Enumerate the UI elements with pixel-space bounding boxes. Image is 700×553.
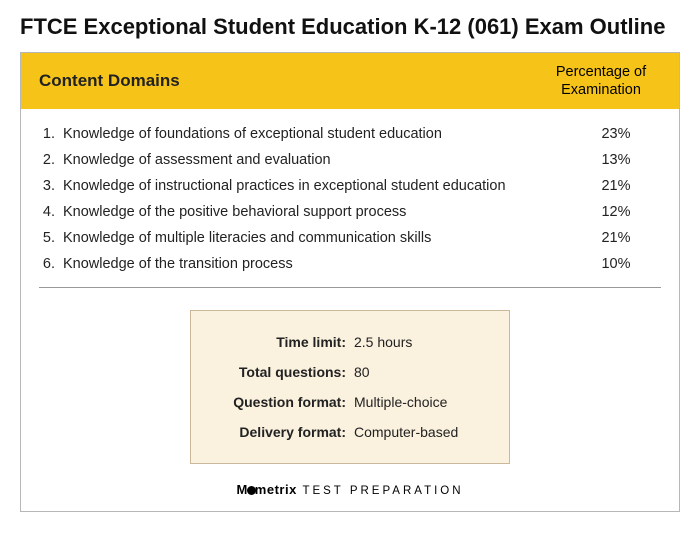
info-val: Multiple-choice [352,394,491,410]
info-row: Delivery format: Computer-based [209,417,491,447]
info-val: 80 [352,364,491,380]
row-label: Knowledge of the positive behavioral sup… [59,204,571,220]
th-domains: Content Domains [39,71,541,91]
table-header: Content Domains Percentage of Examinatio… [21,53,679,109]
info-key: Time limit: [209,334,352,350]
info-row: Total questions: 80 [209,357,491,387]
row-label: Knowledge of assessment and evaluation [59,152,571,168]
table-row: 6. Knowledge of the transition process 1… [39,251,661,277]
info-key: Question format: [209,394,352,410]
info-row: Question format: Multiple-choice [209,387,491,417]
row-pct: 21% [571,178,661,194]
outline-card: Content Domains Percentage of Examinatio… [20,52,680,512]
info-row: Time limit: 2.5 hours [209,327,491,357]
row-label: Knowledge of multiple literacies and com… [59,230,571,246]
th-percentage: Percentage of Examination [541,63,661,99]
row-num: 4. [39,204,59,220]
table-row: 4. Knowledge of the positive behavioral … [39,199,661,225]
row-pct: 21% [571,230,661,246]
row-num: 2. [39,152,59,168]
row-num: 3. [39,178,59,194]
table-row: 2. Knowledge of assessment and evaluatio… [39,147,661,173]
row-pct: 10% [571,256,661,272]
table-row: 1. Knowledge of foundations of exception… [39,121,661,147]
page-title: FTCE Exceptional Student Education K-12 … [20,14,680,40]
th-percentage-l1: Percentage of [556,64,646,80]
info-key: Delivery format: [209,424,352,440]
brand-name-post: metrix [255,482,297,497]
info-val: Computer-based [352,424,491,440]
row-label: Knowledge of the transition process [59,256,571,272]
table-body: 1. Knowledge of foundations of exception… [21,109,679,277]
info-val: 2.5 hours [352,334,491,350]
table-row: 3. Knowledge of instructional practices … [39,173,661,199]
exam-info-box: Time limit: 2.5 hours Total questions: 8… [190,310,510,464]
row-num: 5. [39,230,59,246]
divider [39,287,661,288]
row-label: Knowledge of instructional practices in … [59,178,571,194]
info-key: Total questions: [209,364,352,380]
th-percentage-l2: Examination [561,82,641,98]
row-num: 6. [39,256,59,272]
row-pct: 12% [571,204,661,220]
brand-tag: TEST PREPARATION [302,485,463,497]
row-pct: 23% [571,126,661,142]
row-pct: 13% [571,152,661,168]
row-label: Knowledge of foundations of exceptional … [59,126,571,142]
table-row: 5. Knowledge of multiple literacies and … [39,225,661,251]
brand-footer: Mmetrix TEST PREPARATION [21,478,679,511]
row-num: 1. [39,126,59,142]
